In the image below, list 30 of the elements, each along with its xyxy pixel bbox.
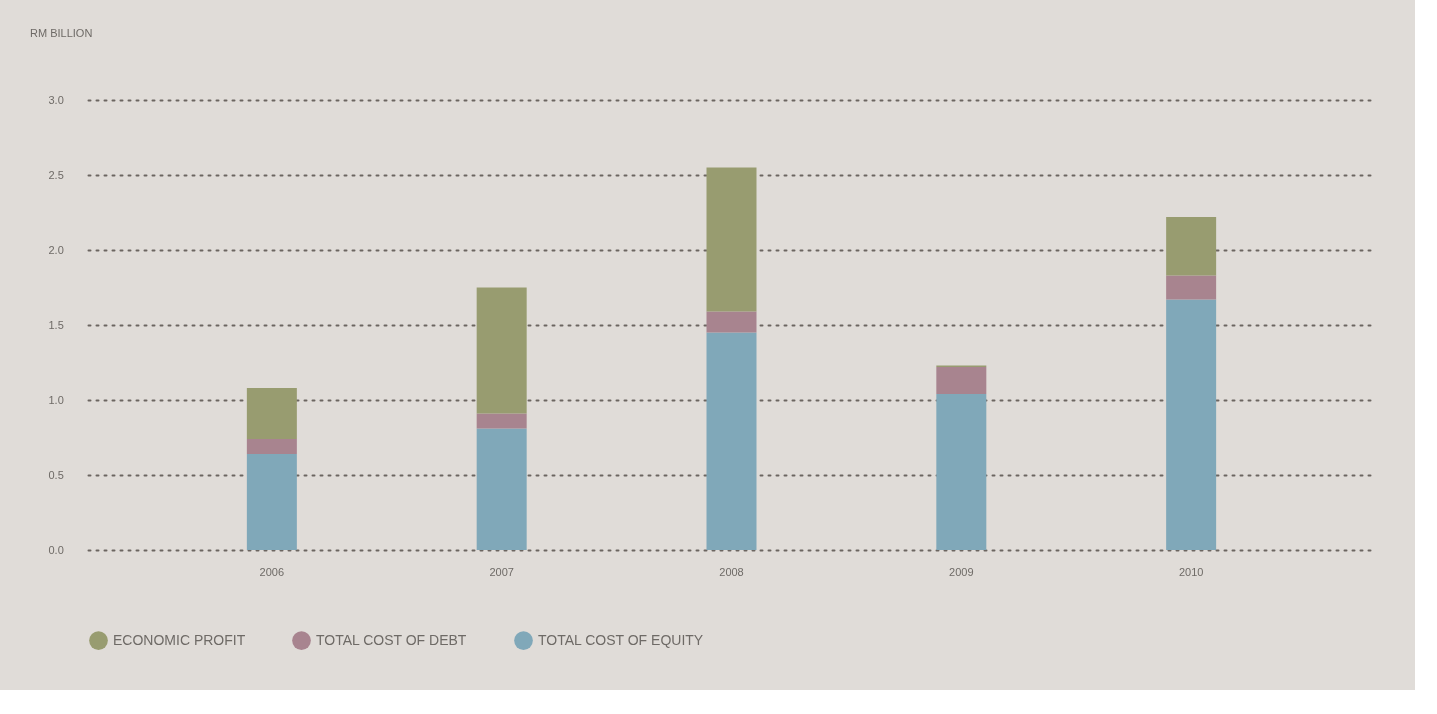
bar [706,311,757,333]
bar [476,428,527,550]
bar [246,454,297,550]
y-tick-label: 0.0 [48,543,64,556]
x-tick-label: 2010 [1178,565,1204,578]
y-tick-label: 0.5 [48,468,64,481]
y-tick-label: 1.0 [48,393,64,406]
bar [936,394,987,550]
bar [246,439,297,454]
bar [246,388,297,439]
y-tick-label: 2.0 [48,243,64,256]
y-tick-label: 3.0 [48,93,64,106]
bar [476,413,527,429]
bar [1166,217,1217,276]
legend-label: TOTAL COST OF DEBT [316,631,467,648]
bar [936,367,987,394]
x-tick-label: 2008 [719,565,744,578]
x-tick-label: 2009 [949,565,974,578]
y-tick-label: 1.5 [48,318,64,331]
x-tick-label: 2006 [259,565,285,578]
x-tick-label: 2007 [489,565,514,578]
legend-label: ECONOMIC PROFIT [113,631,246,648]
bar [706,167,757,312]
y-axis-title: RM BILLION [30,27,93,39]
y-tick-label: 2.5 [48,168,64,181]
bar [1166,275,1217,300]
bar [1166,299,1217,550]
bar [706,332,757,550]
legend-label: TOTAL COST OF EQUITY [538,631,704,648]
bar [476,287,527,414]
